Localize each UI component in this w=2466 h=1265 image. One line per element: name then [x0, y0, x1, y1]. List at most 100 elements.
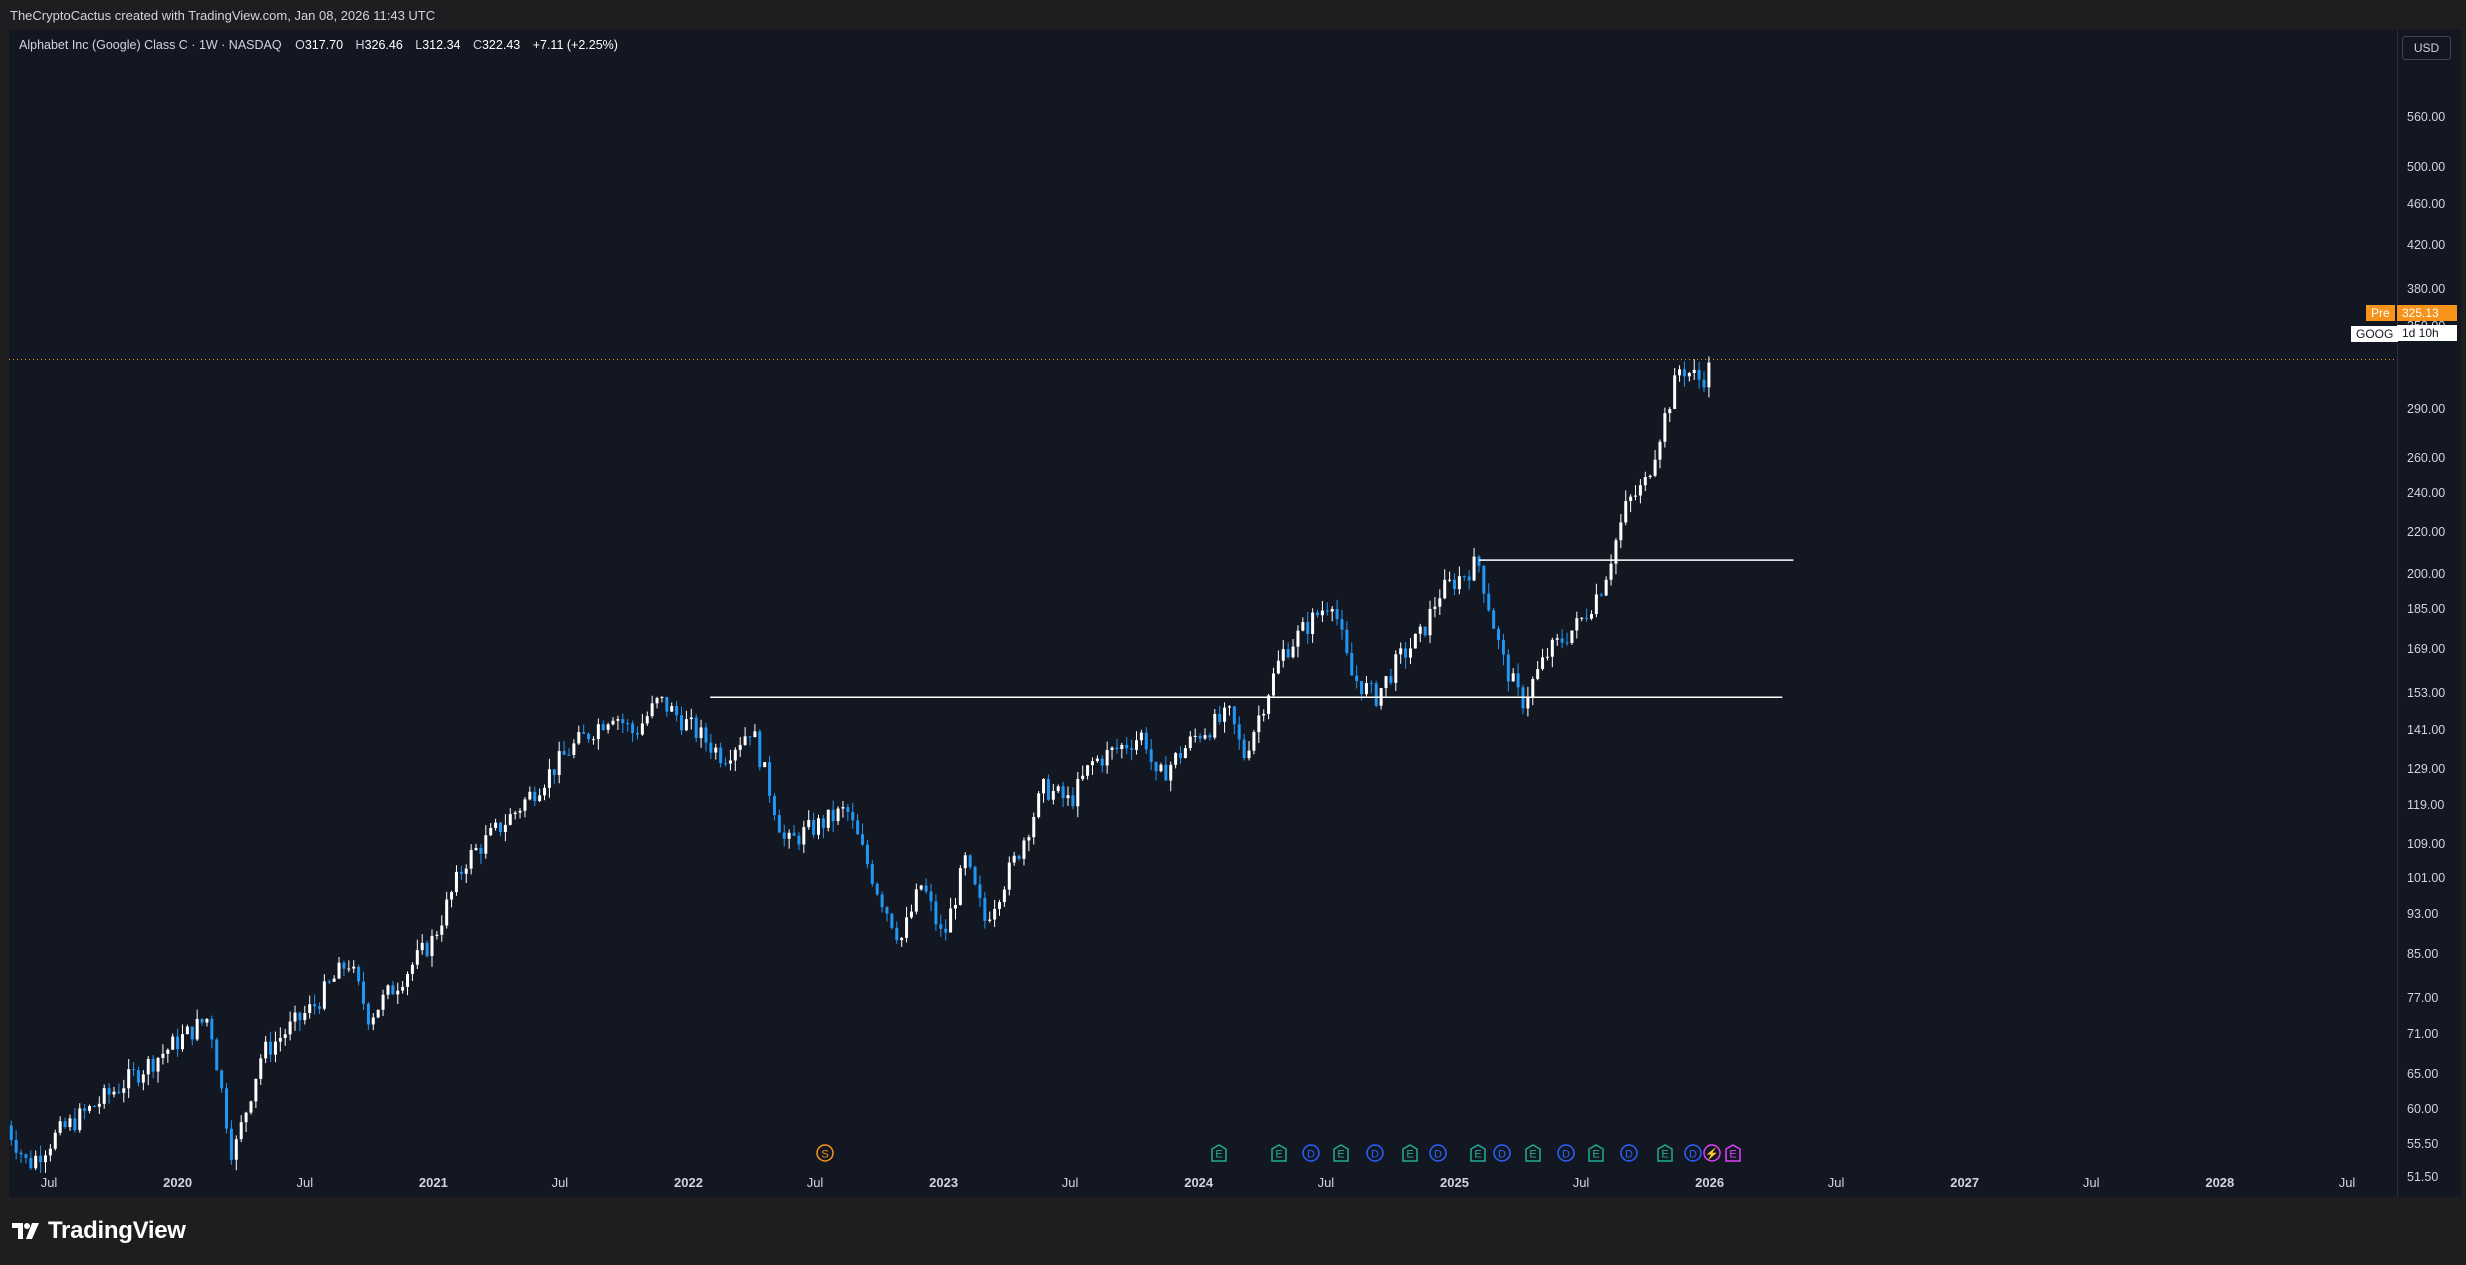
candle	[1281, 640, 1285, 668]
candle	[1203, 728, 1207, 741]
candle	[337, 956, 341, 979]
event-marker-earnings[interactable]: E	[1209, 1143, 1229, 1163]
high-value: 326.46	[364, 38, 403, 52]
event-marker-earnings[interactable]: E	[1655, 1143, 1675, 1163]
price-chart[interactable]	[9, 30, 2397, 1197]
candle	[601, 720, 605, 731]
candle	[699, 719, 703, 748]
footer: TradingView	[0, 1197, 2466, 1265]
candle	[909, 904, 913, 920]
candle	[650, 695, 654, 719]
time-label-month: Jul	[1317, 1175, 1335, 1190]
event-marker-dividend[interactable]: D	[1492, 1143, 1512, 1163]
candle	[92, 1104, 96, 1108]
candle	[484, 825, 488, 859]
event-marker-earnings[interactable]: E	[1468, 1143, 1488, 1163]
event-marker-news[interactable]: ⚡	[1702, 1143, 1722, 1163]
candle	[724, 757, 728, 767]
candle	[1247, 741, 1251, 761]
event-marker-dividend[interactable]: D	[1683, 1143, 1703, 1163]
price-tick-label: 380.00	[2407, 282, 2446, 297]
candle	[239, 1115, 243, 1143]
price-tick-label: 51.50	[2407, 1170, 2439, 1184]
candle	[963, 852, 967, 876]
candle	[733, 747, 737, 772]
candle	[1609, 554, 1613, 586]
candle	[1565, 632, 1569, 646]
svg-text:E: E	[1661, 1149, 1668, 1161]
candle	[1570, 630, 1574, 645]
candle	[210, 1015, 214, 1049]
candle	[1316, 610, 1320, 618]
candle	[401, 981, 405, 994]
candle	[606, 722, 610, 734]
candle	[983, 892, 987, 929]
candle	[1120, 742, 1124, 759]
candle	[1320, 600, 1324, 623]
candle	[151, 1055, 155, 1079]
price-axis[interactable]: 560.00500.00460.00420.00380.00350.00290.…	[2397, 30, 2461, 1197]
price-tick-label: 290.00	[2407, 402, 2446, 417]
candle	[1335, 599, 1339, 626]
candle	[1418, 623, 1422, 643]
candle	[552, 769, 556, 785]
candle	[234, 1135, 238, 1171]
event-marker-dividend[interactable]: D	[1556, 1143, 1576, 1163]
candle	[1350, 642, 1354, 676]
candle	[362, 971, 366, 1011]
candle	[577, 725, 581, 745]
top-bar: TheCryptoCactus created with TradingView…	[0, 0, 2466, 30]
candle	[190, 1026, 194, 1046]
candle	[498, 822, 502, 836]
tradingview-logo-icon	[12, 1223, 39, 1239]
candle	[875, 882, 879, 897]
event-marker-earnings[interactable]: E	[1400, 1143, 1420, 1163]
candle	[616, 715, 620, 730]
time-label-year: 2025	[1440, 1175, 1469, 1190]
candle	[743, 727, 747, 746]
chart-area[interactable]: Alphabet Inc (Google) Class C · 1W · NAS…	[9, 30, 2397, 1197]
time-label-month: Jul	[551, 1175, 569, 1190]
candle	[1311, 608, 1315, 643]
time-label-month: Jul	[806, 1175, 824, 1190]
candle	[1589, 610, 1593, 621]
price-tick-label: 420.00	[2407, 237, 2446, 252]
event-marker-earnings[interactable]: E	[1586, 1143, 1606, 1163]
event-marker-split[interactable]: S	[815, 1143, 835, 1163]
svg-text:D: D	[1562, 1149, 1570, 1161]
svg-text:⚡: ⚡	[1706, 1148, 1720, 1161]
candle	[127, 1058, 131, 1098]
event-marker-dividend[interactable]: D	[1428, 1143, 1448, 1163]
candle	[1467, 569, 1471, 590]
candle	[322, 974, 326, 1011]
candle	[1394, 650, 1398, 691]
event-marker-earnings[interactable]: E	[1723, 1143, 1743, 1163]
price-tick-label: 153.00	[2407, 686, 2446, 701]
candle	[1516, 663, 1520, 696]
candle	[1012, 851, 1016, 866]
candle	[1472, 547, 1476, 582]
candle	[1115, 738, 1119, 754]
event-marker-earnings[interactable]: E	[1523, 1143, 1543, 1163]
candle	[890, 912, 894, 930]
candle	[1526, 686, 1530, 717]
candle	[1232, 705, 1236, 735]
event-marker-dividend[interactable]: D	[1365, 1143, 1385, 1163]
candle	[1081, 765, 1085, 782]
currency-button[interactable]: USD	[2402, 36, 2451, 60]
candle	[1531, 676, 1535, 706]
event-marker-earnings[interactable]: E	[1269, 1143, 1289, 1163]
event-marker-dividend[interactable]: D	[1619, 1143, 1639, 1163]
time-label-year: 2023	[929, 1175, 959, 1190]
candle	[1139, 729, 1143, 746]
event-marker-earnings[interactable]: E	[1331, 1143, 1351, 1163]
event-marker-dividend[interactable]: D	[1301, 1143, 1321, 1163]
candle	[9, 1120, 13, 1146]
candle	[410, 962, 414, 981]
candle	[1086, 764, 1090, 780]
candle	[1599, 592, 1603, 597]
candle	[396, 982, 400, 1004]
candle	[29, 1150, 33, 1170]
candle	[1506, 649, 1510, 692]
price-tick-label: 141.00	[2407, 722, 2446, 737]
